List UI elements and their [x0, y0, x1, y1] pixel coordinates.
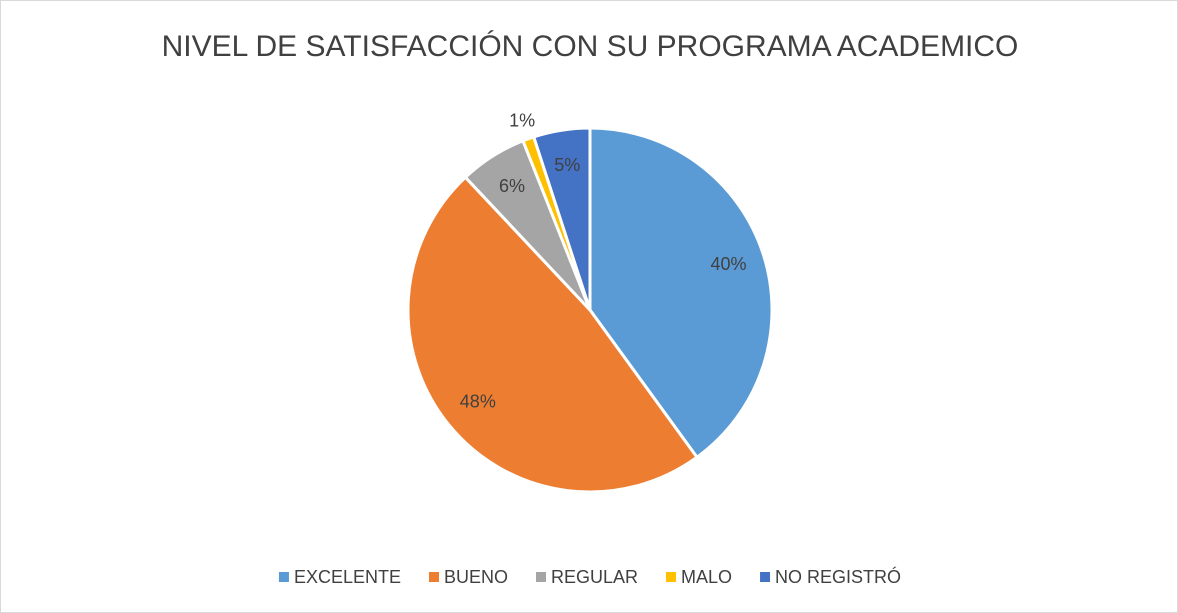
- chart-title: NIVEL DE SATISFACCIÓN CON SU PROGRAMA AC…: [162, 30, 1019, 63]
- legend-label: NO REGISTRÓ: [775, 566, 901, 587]
- legend-label: BUENO: [444, 567, 508, 587]
- data-label: 6%: [499, 176, 525, 196]
- pie-slice: [531, 126, 592, 311]
- legend-swatch: [666, 572, 677, 582]
- pie-slice: [588, 126, 774, 460]
- legend-swatch: [536, 572, 546, 582]
- legend-swatch: [760, 572, 771, 582]
- data-label: 48%: [460, 392, 496, 412]
- legend-swatch: [278, 572, 289, 582]
- legend-swatch: [428, 572, 439, 582]
- legend-label: MALO: [681, 567, 732, 587]
- legend-label: REGULAR: [551, 567, 638, 587]
- data-label: 5%: [554, 155, 580, 175]
- legend-label: EXCELENTE: [294, 567, 401, 587]
- data-label: 40%: [710, 254, 746, 274]
- pie-slice: [406, 175, 700, 494]
- legend: EXCELENTE BUENO REGULAR MALO NO REGISTRÓ: [278, 566, 901, 587]
- data-label: 1%: [509, 110, 535, 130]
